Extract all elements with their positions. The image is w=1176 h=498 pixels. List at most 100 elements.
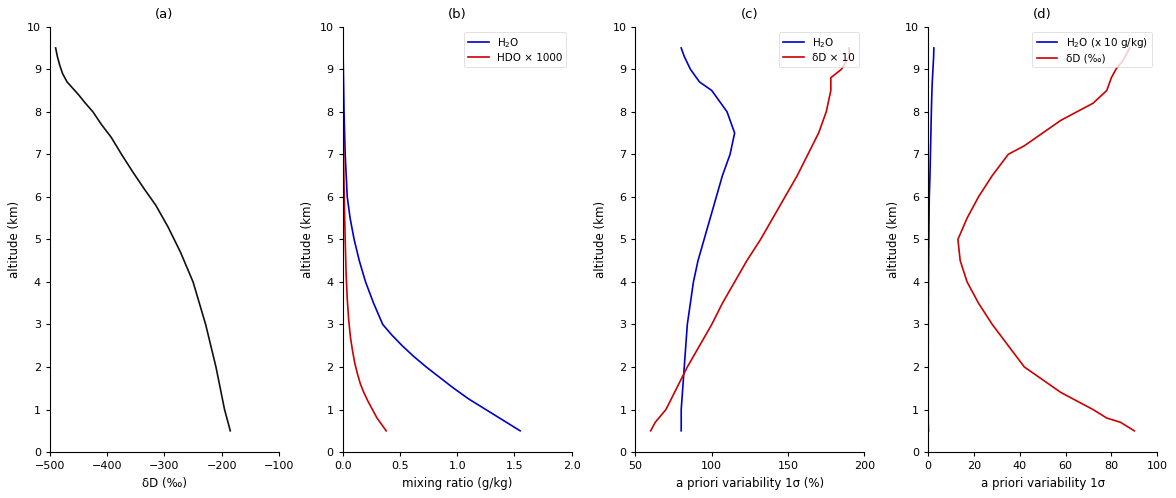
δD (‰) xyxy=(1114,419,1128,425)
δD (‰) xyxy=(1001,151,1015,157)
H$_2$O (x 10 g/kg) xyxy=(924,109,938,115)
δD × 10 xyxy=(835,66,849,72)
δD × 10 xyxy=(766,215,780,221)
δD × 10 xyxy=(704,322,719,328)
H$_2$O xyxy=(728,130,742,136)
Y-axis label: altitude (km): altitude (km) xyxy=(301,201,314,278)
X-axis label: δD (‰): δD (‰) xyxy=(142,477,187,490)
H$_2$O (x 10 g/kg) xyxy=(922,237,936,243)
H$_2$O xyxy=(375,322,389,328)
H$_2$O (x 10 g/kg) xyxy=(924,130,938,136)
δD (‰) xyxy=(1017,143,1031,149)
H$_2$O (x 10 g/kg) xyxy=(926,79,940,85)
X-axis label: a priori variability 1σ: a priori variability 1σ xyxy=(981,477,1104,490)
δD (‰) xyxy=(1001,343,1015,349)
HDO × 1000 xyxy=(348,360,362,366)
H$_2$O (x 10 g/kg) xyxy=(923,173,937,179)
H$_2$O xyxy=(336,66,350,72)
H$_2$O xyxy=(677,53,691,59)
δD (‰) xyxy=(1123,45,1137,51)
δD (‰) xyxy=(1121,49,1135,55)
δD (‰) xyxy=(960,279,974,285)
H$_2$O xyxy=(715,173,729,179)
HDO × 1000 xyxy=(339,237,353,243)
δD (‰) xyxy=(1121,424,1135,430)
δD (‰) xyxy=(1100,88,1114,94)
δD (‰) xyxy=(1054,389,1068,395)
H$_2$O xyxy=(338,109,352,115)
δD (‰) xyxy=(1085,406,1100,412)
H$_2$O xyxy=(704,88,719,94)
H$_2$O (x 10 g/kg) xyxy=(921,406,935,412)
δD (‰) xyxy=(1054,117,1068,123)
H$_2$O (x 10 g/kg) xyxy=(921,322,935,328)
δD (‰) xyxy=(1085,100,1100,106)
δD × 10 xyxy=(728,279,742,285)
H$_2$O (x 10 g/kg) xyxy=(927,62,941,68)
H$_2$O (x 10 g/kg) xyxy=(927,45,941,51)
HDO × 1000 xyxy=(335,45,349,51)
Legend: H$_2$O (x 10 g/kg), δD (‰): H$_2$O (x 10 g/kg), δD (‰) xyxy=(1033,32,1152,67)
δD × 10 xyxy=(823,75,837,81)
Line: H$_2$O (x 10 g/kg): H$_2$O (x 10 g/kg) xyxy=(928,48,934,431)
H$_2$O xyxy=(513,428,527,434)
δD × 10 xyxy=(754,237,768,243)
HDO × 1000 xyxy=(342,317,356,323)
Y-axis label: altitude (km): altitude (km) xyxy=(594,201,607,278)
Title: (d): (d) xyxy=(1034,8,1053,21)
δD (‰) xyxy=(1116,58,1130,64)
H$_2$O (x 10 g/kg) xyxy=(921,364,935,370)
δD (‰) xyxy=(1017,364,1031,370)
H$_2$O xyxy=(352,257,366,263)
H$_2$O xyxy=(343,215,358,221)
δD × 10 xyxy=(801,151,815,157)
Y-axis label: altitude (km): altitude (km) xyxy=(8,201,21,278)
H$_2$O xyxy=(461,396,475,402)
H$_2$O xyxy=(496,417,510,423)
δD (‰) xyxy=(985,322,1000,328)
HDO × 1000 xyxy=(336,130,350,136)
HDO × 1000 xyxy=(350,371,365,376)
δD × 10 xyxy=(842,53,856,59)
δD (‰) xyxy=(960,215,974,221)
Line: H$_2$O: H$_2$O xyxy=(343,48,520,431)
δD (‰) xyxy=(1036,130,1050,136)
H$_2$O xyxy=(395,343,409,349)
δD × 10 xyxy=(669,385,683,391)
H$_2$O (x 10 g/kg) xyxy=(926,71,940,77)
H$_2$O xyxy=(683,300,697,306)
HDO × 1000 xyxy=(356,389,370,395)
HDO × 1000 xyxy=(336,96,350,102)
δD (‰) xyxy=(1104,75,1118,81)
δD × 10 xyxy=(648,419,662,425)
HDO × 1000 xyxy=(336,66,350,72)
H$_2$O (x 10 g/kg) xyxy=(922,194,936,200)
H$_2$O xyxy=(433,374,447,380)
HDO × 1000 xyxy=(379,428,393,434)
Title: (c): (c) xyxy=(741,8,759,21)
δD (‰) xyxy=(1036,377,1050,383)
δD (‰) xyxy=(1128,428,1142,434)
HDO × 1000 xyxy=(343,334,358,340)
Title: (b): (b) xyxy=(448,8,467,21)
δD × 10 xyxy=(779,194,793,200)
H$_2$O xyxy=(339,151,353,157)
X-axis label: a priori variability 1σ (%): a priori variability 1σ (%) xyxy=(676,477,824,490)
H$_2$O (x 10 g/kg) xyxy=(922,279,936,285)
Title: (a): (a) xyxy=(155,8,174,21)
H$_2$O xyxy=(385,332,399,338)
HDO × 1000 xyxy=(366,406,380,412)
H$_2$O (x 10 g/kg) xyxy=(924,92,938,98)
H$_2$O xyxy=(697,237,711,243)
HDO × 1000 xyxy=(338,202,352,208)
Line: H$_2$O: H$_2$O xyxy=(681,48,735,431)
δD (‰) xyxy=(971,300,985,306)
δD × 10 xyxy=(790,173,804,179)
δD (‰) xyxy=(954,257,968,263)
HDO × 1000 xyxy=(346,347,360,353)
H$_2$O xyxy=(447,385,461,391)
H$_2$O xyxy=(419,364,433,370)
HDO × 1000 xyxy=(340,296,354,302)
Line: δD × 10: δD × 10 xyxy=(650,48,849,431)
HDO × 1000 xyxy=(353,381,367,387)
